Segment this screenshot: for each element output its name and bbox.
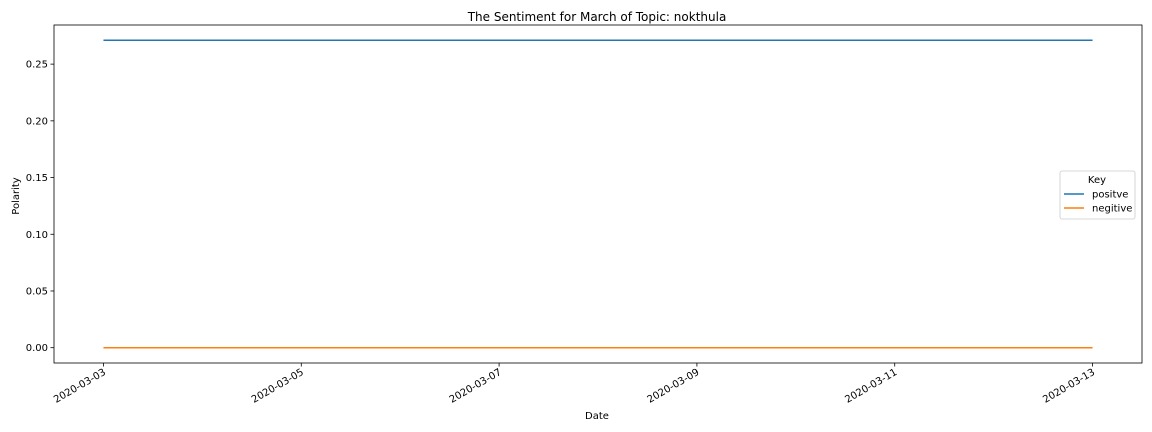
y-tick-label: 0.20 (26, 116, 48, 127)
y-tick-label: 0.05 (26, 286, 48, 297)
legend-label: negitive (1092, 204, 1132, 215)
legend-box (1059, 170, 1136, 220)
legend-label: positve (1092, 190, 1128, 201)
legend-entries: positve negitive (1064, 190, 1132, 215)
y-axis-label: Polarity (11, 177, 22, 215)
chart-title: The Sentiment for March of Topic: nokthu… (467, 10, 727, 24)
legend-title: Key (1088, 175, 1106, 186)
plot-area (103, 39, 1093, 349)
plot-frame (53, 24, 1143, 364)
x-axis-label: Date (585, 411, 609, 422)
legend: Key positve negitive (1059, 170, 1136, 220)
y-tick-label: 0.25 (26, 60, 48, 71)
y-tick-label: 0.15 (26, 173, 48, 184)
y-tick-label: 0.00 (26, 343, 48, 354)
y-tick-label: 0.10 (26, 230, 48, 241)
y-axis: 0.00 0.05 0.10 0.15 0.20 0.25 (26, 60, 54, 354)
